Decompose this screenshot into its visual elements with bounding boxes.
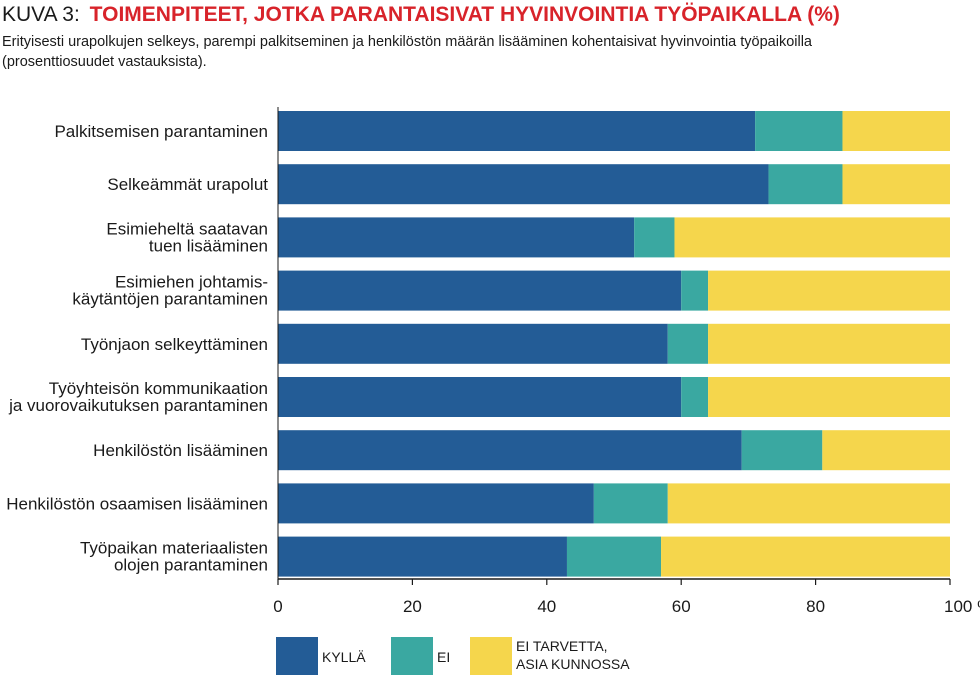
legend-label: ASIA KUNNOSSA [516, 656, 630, 672]
category-label: ja vuorovaikutuksen parantaminen [8, 396, 268, 415]
bar-segment-kylla-5 [278, 377, 682, 417]
title-line: KUVA 3: TOIMENPITEET, JOTKA PARANTAISIVA… [2, 2, 972, 28]
legend-swatch-ei-tarvetta [470, 637, 512, 675]
bar-segment-ei-3 [681, 270, 709, 311]
category-label: käytäntöjen parantaminen [72, 290, 268, 309]
bar-segment-ei-tarvetta-8 [661, 536, 950, 577]
bar-segment-ei-5 [681, 377, 709, 417]
bar-segment-ei-6 [741, 430, 823, 471]
bar-segment-ei-tarvetta-1 [842, 164, 950, 205]
bar-segment-kylla-8 [278, 536, 567, 577]
legend-label: EI TARVETTA, [516, 638, 608, 654]
bar-segment-kylla-6 [278, 430, 742, 471]
bar-segment-ei-2 [634, 217, 675, 258]
bar-segment-ei-tarvetta-5 [708, 377, 950, 417]
bar-segment-ei-tarvetta-2 [674, 217, 950, 258]
bar-segment-ei-7 [593, 483, 668, 524]
bar-segment-kylla-3 [278, 270, 682, 311]
bar-segment-ei-tarvetta-3 [708, 270, 950, 311]
figure-label: KUVA 3: [2, 3, 80, 26]
x-tick-label: 60 [672, 597, 691, 616]
legend-swatch-ei [391, 637, 433, 675]
category-label: Palkitsemisen parantaminen [54, 122, 268, 141]
bar-segment-ei-tarvetta-7 [667, 483, 950, 524]
chart-title: TOIMENPITEET, JOTKA PARANTAISIVAT HYVINV… [89, 3, 840, 26]
bar-segment-ei-8 [566, 536, 662, 577]
bar-segment-ei-1 [768, 164, 843, 205]
category-label: olojen parantaminen [114, 556, 268, 575]
chart-header: KUVA 3: TOIMENPITEET, JOTKA PARANTAISIVA… [2, 2, 972, 72]
x-tick-label: 40 [537, 597, 556, 616]
x-tick-label: 80 [806, 597, 825, 616]
x-tick-label: 0 [273, 597, 282, 616]
bar-segment-ei-tarvetta-0 [842, 111, 950, 151]
bar-segment-kylla-0 [278, 111, 756, 151]
category-label: Työyhteisön kommunikaation [49, 379, 268, 398]
bar-segment-ei-tarvetta-6 [822, 430, 950, 471]
bar-segment-ei-0 [755, 111, 843, 151]
category-label: Esimiehen johtamis- [115, 273, 268, 292]
bar-segment-kylla-2 [278, 217, 635, 258]
category-label: Henkilöstön osaamisen lisääminen [6, 494, 268, 513]
category-label: Esimieheltä saatavan [106, 219, 268, 238]
bar-segment-kylla-4 [278, 323, 668, 364]
x-tick-label: 20 [403, 597, 422, 616]
category-label: Selkeämmät urapolut [107, 175, 268, 194]
chart-subtitle: Erityisesti urapolkujen selkeys, parempi… [2, 34, 812, 70]
legend-label: KYLLÄ [322, 649, 366, 665]
bar-segment-kylla-7 [278, 483, 594, 524]
category-label: tuen lisääminen [149, 236, 268, 255]
legend-swatch-kylla [276, 637, 318, 675]
bar-segment-kylla-1 [278, 164, 769, 205]
legend-label: EI [437, 649, 450, 665]
category-label: Henkilöstön lisääminen [93, 441, 268, 460]
category-label: Työpaikan materiaalisten [80, 539, 268, 558]
bar-segment-ei-4 [667, 323, 709, 364]
category-label: Työnjaon selkeyttäminen [81, 335, 268, 354]
x-tick-label: 100 % [944, 597, 980, 616]
bar-segment-ei-tarvetta-4 [708, 323, 950, 364]
